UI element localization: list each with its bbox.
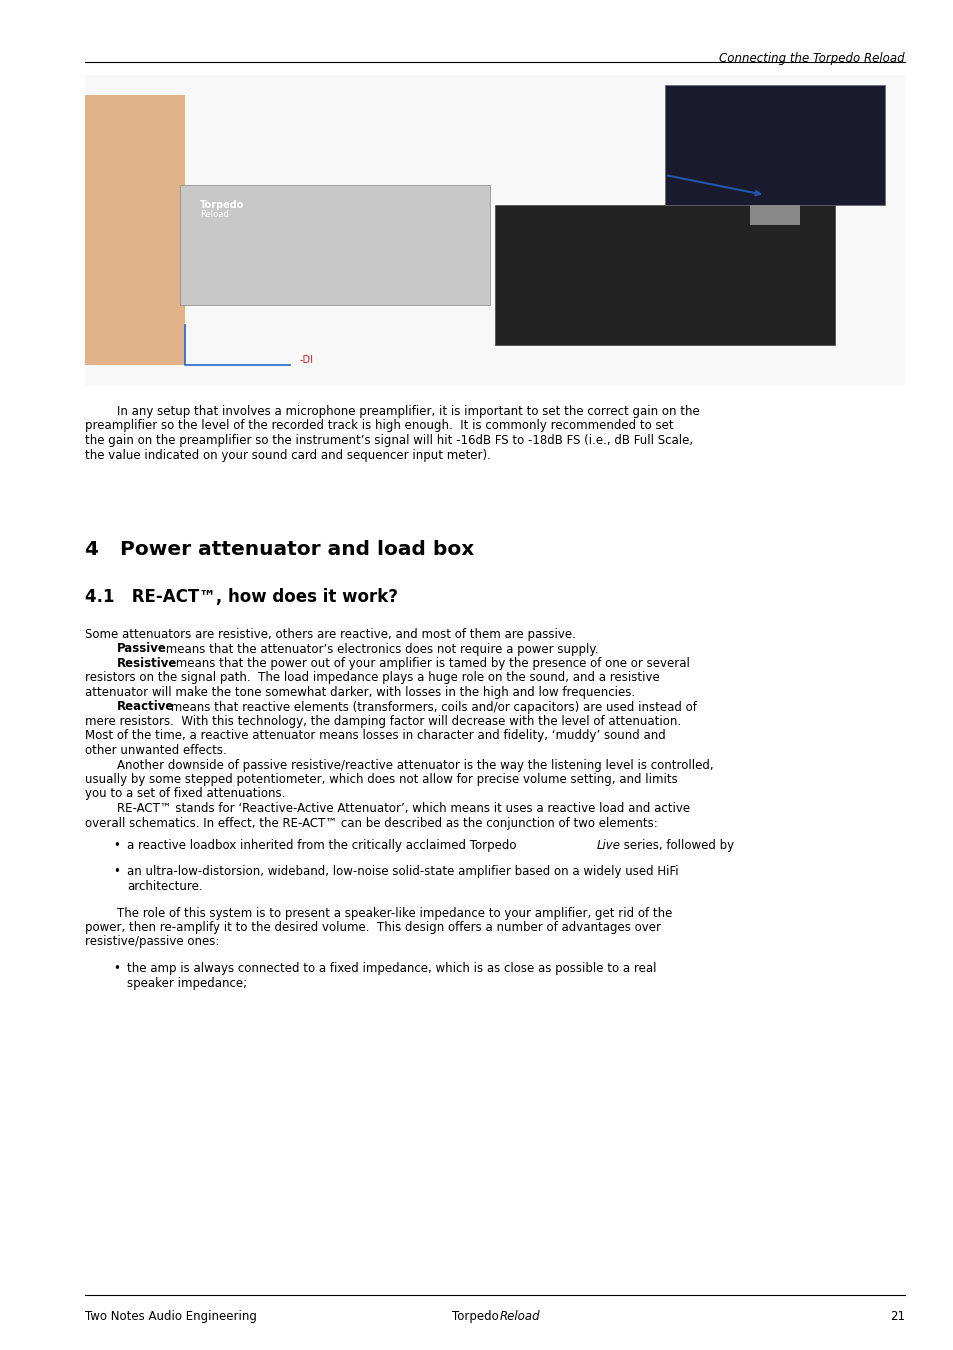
Bar	[85, 76, 904, 385]
Text: 4   Power attenuator and load box: 4 Power attenuator and load box	[85, 540, 474, 559]
Text: resistive/passive ones:: resistive/passive ones:	[85, 936, 219, 949]
FancyArrowPatch shape	[667, 176, 760, 196]
Bar	[749, 205, 800, 225]
Text: Passive: Passive	[117, 643, 167, 656]
Text: the amp is always connected to a fixed impedance, which is as close as possible : the amp is always connected to a fixed i…	[127, 963, 656, 975]
Text: power, then re-amplify it to the desired volume.  This design offers a number of: power, then re-amplify it to the desired…	[85, 921, 660, 934]
Text: mere resistors.  With this technology, the damping factor will decrease with the: mere resistors. With this technology, th…	[85, 716, 680, 728]
Text: you to a set of fixed attenuations.: you to a set of fixed attenuations.	[85, 787, 285, 801]
Text: architecture.: architecture.	[127, 880, 202, 892]
Text: series, followed by: series, followed by	[619, 838, 734, 852]
Text: speaker impedance;: speaker impedance;	[127, 976, 247, 990]
Text: the gain on the preamplifier so the instrument’s signal will hit -16dB FS to -18: the gain on the preamplifier so the inst…	[85, 433, 693, 447]
Text: means that the power out of your amplifier is tamed by the presence of one or se: means that the power out of your amplifi…	[172, 657, 689, 670]
Text: preamplifier so the level of the recorded track is high enough.  It is commonly : preamplifier so the level of the recorde…	[85, 420, 673, 432]
Text: Some attenuators are resistive, others are reactive, and most of them are passiv: Some attenuators are resistive, others a…	[85, 628, 576, 641]
Text: Reactive: Reactive	[117, 701, 174, 714]
Text: The role of this system is to present a speaker-like impedance to your amplifier: The role of this system is to present a …	[117, 906, 672, 919]
Text: •: •	[112, 865, 120, 879]
Text: attenuator will make the tone somewhat darker, with losses in the high and low f: attenuator will make the tone somewhat d…	[85, 686, 635, 699]
Text: overall schematics. In effect, the RE-ACT™ can be described as the conjunction o: overall schematics. In effect, the RE-AC…	[85, 817, 657, 829]
Bar	[495, 205, 834, 346]
Text: RE-ACT™ stands for ‘Reactive-Active Attenuator’, which means it uses a reactive : RE-ACT™ stands for ‘Reactive-Active Atte…	[117, 802, 689, 815]
Text: In any setup that involves a microphone preamplifier, it is important to set the: In any setup that involves a microphone …	[117, 405, 699, 418]
Text: Resistive: Resistive	[117, 657, 177, 670]
Text: a reactive loadbox inherited from the critically acclaimed Torpedo: a reactive loadbox inherited from the cr…	[127, 838, 519, 852]
Text: Connecting the Torpedo Reload: Connecting the Torpedo Reload	[719, 53, 904, 65]
Text: means that the attenuator’s electronics does not require a power supply.: means that the attenuator’s electronics …	[162, 643, 598, 656]
Text: Reload: Reload	[499, 1310, 540, 1323]
Text: Reload: Reload	[200, 211, 229, 219]
Text: •: •	[112, 963, 120, 975]
Text: Torpedo: Torpedo	[200, 200, 244, 211]
Bar	[664, 85, 884, 205]
Text: Torpedo: Torpedo	[452, 1310, 502, 1323]
Text: 4.1   RE-ACT™, how does it work?: 4.1 RE-ACT™, how does it work?	[85, 589, 397, 606]
Bar	[85, 95, 185, 364]
Text: the value indicated on your sound card and sequencer input meter).: the value indicated on your sound card a…	[85, 448, 491, 462]
Text: other unwanted effects.: other unwanted effects.	[85, 744, 227, 757]
Text: Another downside of passive resistive/reactive attenuator is the way the listeni: Another downside of passive resistive/re…	[117, 759, 713, 771]
Text: Live: Live	[597, 838, 620, 852]
Bar	[180, 185, 490, 305]
Text: means that reactive elements (transformers, coils and/or capacitors) are used in: means that reactive elements (transforme…	[167, 701, 696, 714]
Text: -DI: -DI	[299, 355, 314, 364]
Text: Most of the time, a reactive attenuator means losses in character and fidelity, : Most of the time, a reactive attenuator …	[85, 729, 665, 742]
Text: usually by some stepped potentiometer, which does not allow for precise volume s: usually by some stepped potentiometer, w…	[85, 774, 677, 786]
Text: Two Notes Audio Engineering: Two Notes Audio Engineering	[85, 1310, 256, 1323]
Text: 21: 21	[889, 1310, 904, 1323]
Text: •: •	[112, 838, 120, 852]
Text: an ultra-low-distorsion, wideband, low-noise solid-state amplifier based on a wi: an ultra-low-distorsion, wideband, low-n…	[127, 865, 678, 879]
Text: resistors on the signal path.  The load impedance plays a huge role on the sound: resistors on the signal path. The load i…	[85, 671, 659, 684]
